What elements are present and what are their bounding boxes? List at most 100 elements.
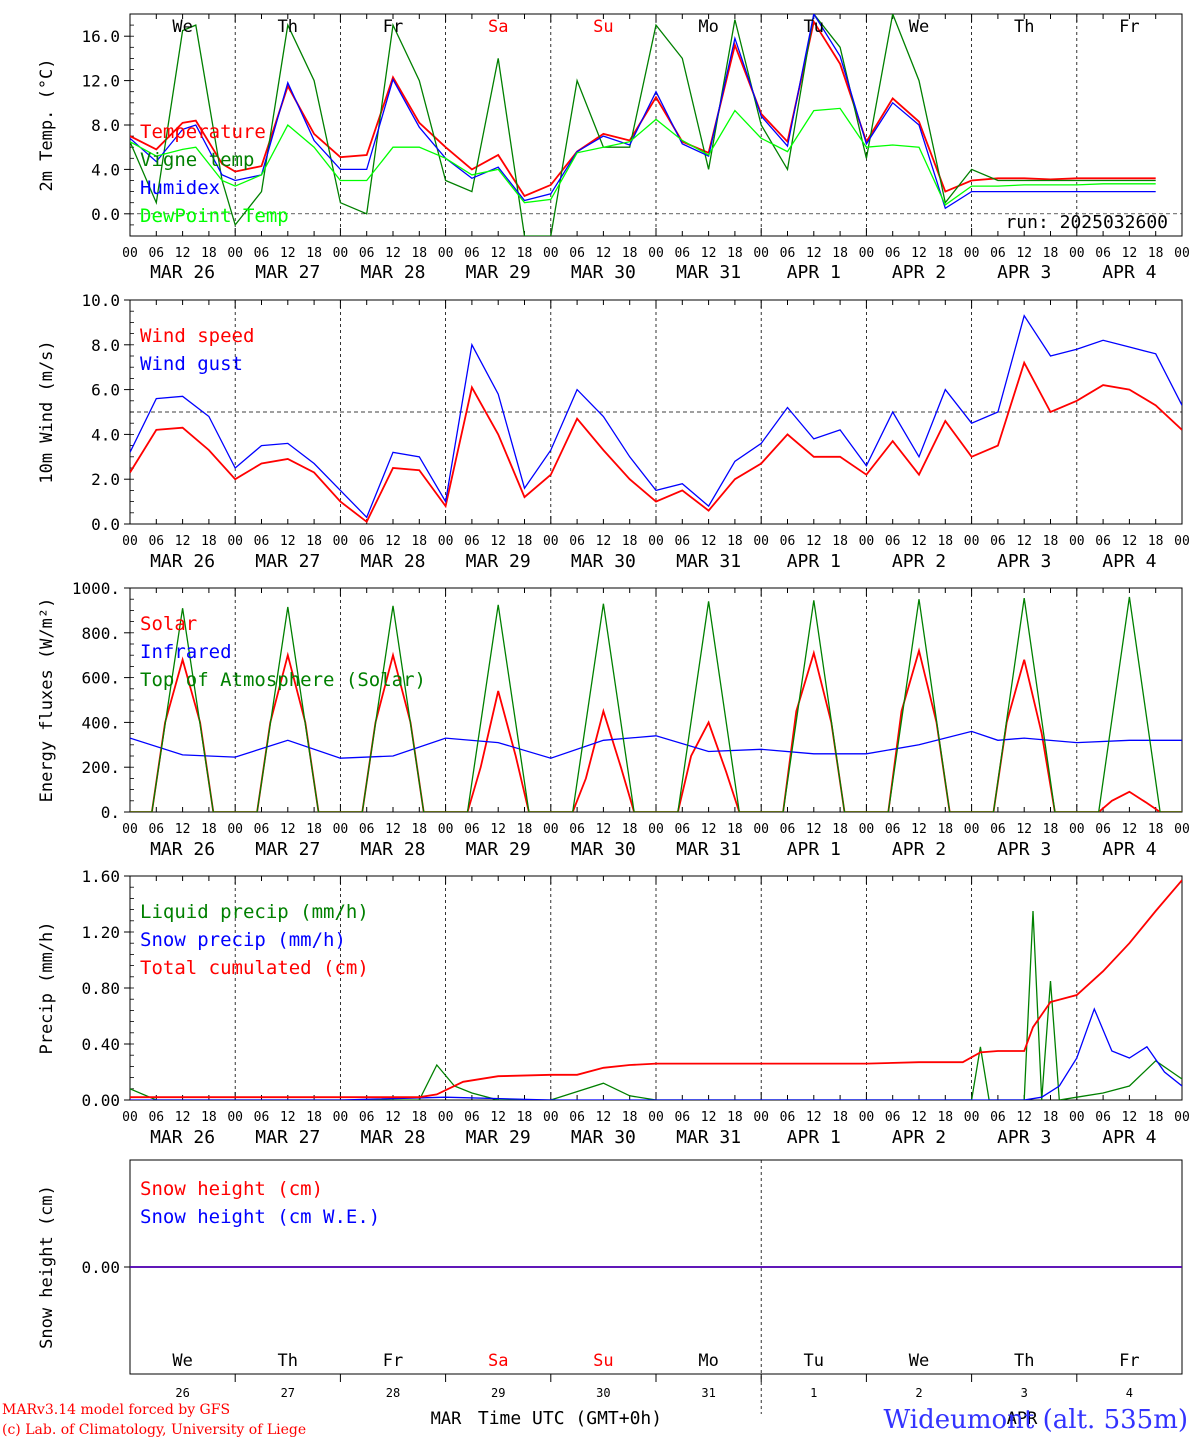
hour-label: 06	[674, 1110, 690, 1125]
day-name: Mo	[698, 1351, 718, 1371]
hour-label: 18	[937, 246, 953, 261]
hour-label: 06	[1095, 822, 1111, 837]
legend-entry: Total cumulated (cm)	[140, 957, 369, 979]
series-line-2	[130, 314, 1182, 519]
hour-label: 00	[122, 246, 138, 261]
hour-label: 00	[753, 246, 769, 261]
hour-label: 06	[1095, 534, 1111, 549]
hour-label: 06	[148, 1110, 164, 1125]
date-label: MAR 26	[150, 839, 215, 860]
hour-label: 06	[885, 822, 901, 837]
hour-label: 06	[780, 822, 796, 837]
date-label: MAR 29	[466, 551, 531, 572]
hour-label: 18	[727, 1110, 743, 1125]
y-axis-label: Snow height (cm)	[37, 1185, 57, 1349]
hour-label: 00	[859, 822, 875, 837]
y-tick-label: 8.0	[91, 336, 120, 355]
day-number: 27	[281, 1386, 295, 1400]
hour-label: 06	[990, 1110, 1006, 1125]
day-number: 4	[1126, 1386, 1133, 1400]
day-number: 28	[386, 1386, 400, 1400]
month-label: APR	[1007, 1409, 1038, 1429]
hour-label: 12	[1016, 822, 1032, 837]
hour-label: 06	[254, 1110, 270, 1125]
y-tick-label: 0.	[101, 803, 120, 822]
hour-label: 12	[175, 534, 191, 549]
hour-label: 06	[148, 822, 164, 837]
hour-label: 00	[438, 534, 454, 549]
hour-label: 06	[780, 1110, 796, 1125]
hour-label: 18	[727, 822, 743, 837]
y-tick-label: 4.0	[91, 425, 120, 444]
hour-label: 06	[254, 246, 270, 261]
hour-label: 12	[911, 1110, 927, 1125]
legend-entry: Snow height (cm)	[140, 1178, 323, 1200]
series-line-2	[130, 1007, 1182, 1100]
date-label: APR 1	[787, 551, 841, 572]
day-number: 2	[915, 1386, 922, 1400]
hour-label: 12	[280, 534, 296, 549]
run-label: run: 2025032600	[1005, 212, 1168, 233]
hour-label: 18	[1043, 534, 1059, 549]
legend-entry: Top of Atmosphere (Solar)	[140, 669, 426, 691]
hour-label: 18	[411, 822, 427, 837]
date-label: MAR 31	[676, 839, 741, 860]
hour-label: 18	[832, 822, 848, 837]
hour-label: 00	[333, 534, 349, 549]
hour-label: 06	[359, 1110, 375, 1125]
hour-label: 12	[490, 1110, 506, 1125]
hour-label: 18	[1043, 246, 1059, 261]
day-name: Tu	[804, 17, 824, 37]
hour-label: 00	[438, 246, 454, 261]
hour-label: 12	[280, 1110, 296, 1125]
plot-frame	[129, 587, 1183, 813]
hour-label: 12	[1016, 534, 1032, 549]
series-line-2	[130, 14, 1156, 236]
series-line-1	[130, 360, 1182, 524]
legend-entry: Solar	[140, 613, 197, 635]
hour-label: 18	[517, 822, 533, 837]
hour-label: 12	[1122, 822, 1138, 837]
day-name: Fr	[1119, 1351, 1139, 1371]
date-label: MAR 29	[466, 262, 531, 283]
hour-label: 06	[674, 534, 690, 549]
date-label: MAR 29	[466, 839, 531, 860]
station-label: Wideumont (alt. 535m)	[884, 1405, 1188, 1435]
hour-label: 12	[596, 246, 612, 261]
hour-label: 00	[122, 534, 138, 549]
date-label: MAR 31	[676, 1127, 741, 1148]
legend-entry: Wind gust	[140, 353, 243, 375]
hour-label: 00	[543, 246, 559, 261]
date-label: APR 4	[1102, 262, 1156, 283]
footer-model: MARv3.14 model forced by GFS	[2, 1402, 230, 1418]
y-axis-label: Energy fluxes (W/m²)	[37, 598, 57, 803]
hour-label: 00	[859, 1110, 875, 1125]
hour-label: 00	[964, 822, 980, 837]
hour-label: 12	[596, 822, 612, 837]
hour-label: 00	[1174, 1110, 1190, 1125]
hour-label: 06	[674, 246, 690, 261]
hour-label: 12	[1122, 246, 1138, 261]
day-name: Th	[278, 1351, 298, 1371]
hour-label: 06	[990, 822, 1006, 837]
day-name: We	[172, 1351, 192, 1371]
hour-label: 18	[411, 246, 427, 261]
hour-label: 18	[727, 534, 743, 549]
hour-label: 18	[832, 534, 848, 549]
hour-label: 00	[227, 246, 243, 261]
legend-entry: Snow precip (mm/h)	[140, 929, 346, 951]
panel-4: 0.00 0.40 0.80 1.20 1.60 Precip (mm/h) Liquid …	[37, 867, 1190, 1148]
panel-5: 0.00 Snow height (cm) Snow height (cm) Snow…	[37, 1159, 1183, 1429]
hour-label: 18	[622, 822, 638, 837]
hour-label: 18	[622, 534, 638, 549]
hour-label: 06	[990, 534, 1006, 549]
hour-label: 00	[438, 822, 454, 837]
hour-label: 12	[911, 246, 927, 261]
hour-label: 18	[1043, 822, 1059, 837]
date-label: MAR 31	[676, 262, 741, 283]
hour-label: 18	[832, 246, 848, 261]
y-tick-label: 1000.	[72, 579, 120, 598]
y-tick-label: 6.0	[91, 381, 120, 400]
hour-label: 18	[411, 1110, 427, 1125]
hour-label: 06	[254, 822, 270, 837]
